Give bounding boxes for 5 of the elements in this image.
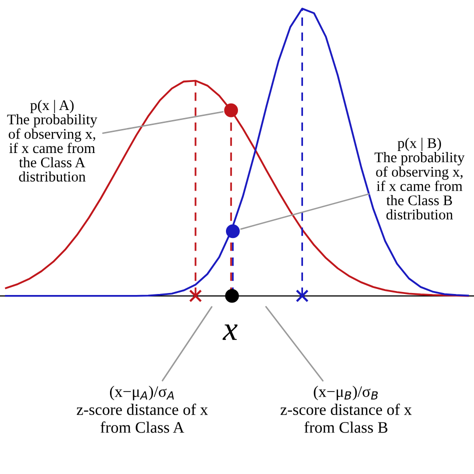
text: x [222,324,238,340]
annotation: p(x | A) The probability of observing x, if x came from the Class A distribution [7,100,98,182]
annotation: p(x | B) The probability of observing x, if x came from the Class B distribution [374,138,465,220]
text: (x−μ$_{A}$)/σ$_{A}$ z-score distance of x from Class A [76,386,208,433]
text: (x−μ$_{B}$)/σ$_{B}$ z-score distance of x from Class B [280,386,412,433]
